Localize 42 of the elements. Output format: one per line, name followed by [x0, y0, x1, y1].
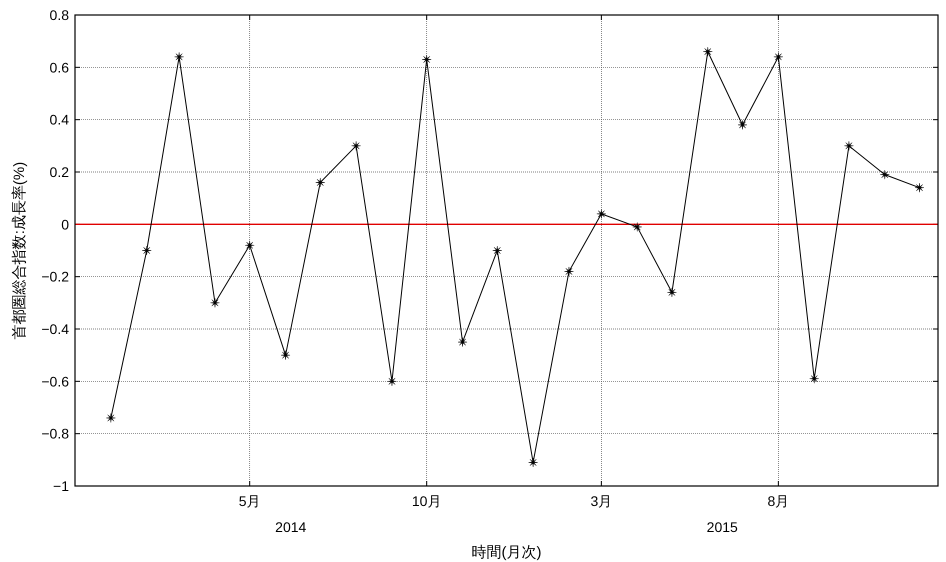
point	[458, 337, 468, 347]
point	[810, 374, 819, 384]
point	[106, 413, 116, 423]
point	[844, 141, 854, 151]
point	[774, 52, 784, 62]
y-tick-label: −0.6	[41, 373, 70, 390]
y-tick-label: −0.2	[41, 268, 70, 285]
y-tick-label: 0	[61, 216, 70, 232]
point	[492, 246, 502, 256]
text: 2014	[275, 519, 307, 535]
y-tick-label: 0.8	[50, 7, 70, 23]
point	[351, 141, 361, 151]
y-axis-title: 首都圏総合指数:成長率(%)	[11, 162, 28, 340]
point	[210, 298, 220, 308]
x-tick-label: 8月	[767, 493, 790, 509]
point	[316, 178, 325, 188]
y-tick-label: −0.4	[41, 321, 70, 337]
point	[738, 120, 748, 130]
point	[142, 246, 152, 256]
y-tick-label: −1	[53, 478, 70, 494]
y-tick-label: 0.4	[50, 112, 70, 128]
point	[564, 266, 574, 276]
point	[174, 52, 184, 62]
point	[387, 376, 397, 386]
x-axis-title: 時間(月次)	[472, 544, 542, 561]
point	[703, 46, 712, 56]
point	[632, 222, 642, 232]
point	[667, 288, 677, 298]
x-tick-label: 5月	[238, 493, 261, 509]
point	[914, 183, 924, 192]
point	[280, 350, 290, 360]
x-tick-label: 10月	[412, 493, 442, 509]
y-tick-label: 0.2	[50, 164, 70, 180]
y-tick-label: −0.8	[41, 426, 70, 442]
x-tick-label: 3月	[590, 493, 612, 509]
point	[422, 54, 432, 64]
point	[880, 170, 890, 180]
y-tick-label: 0.6	[50, 59, 70, 76]
point	[528, 458, 538, 468]
text: 2015	[706, 519, 738, 535]
point	[596, 209, 606, 219]
point	[244, 240, 254, 250]
